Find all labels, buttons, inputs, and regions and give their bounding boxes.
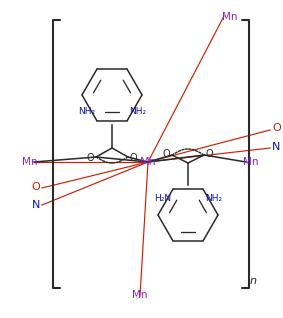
Text: O: O — [162, 149, 170, 159]
Text: N: N — [272, 142, 280, 152]
Text: O: O — [205, 149, 213, 159]
Text: Mn: Mn — [243, 157, 258, 167]
Text: O: O — [31, 182, 40, 192]
Text: NH₂: NH₂ — [129, 107, 146, 116]
Text: O: O — [86, 153, 94, 163]
Text: O: O — [129, 153, 137, 163]
Text: Mn: Mn — [140, 157, 156, 167]
Text: N: N — [32, 200, 40, 210]
Text: O: O — [272, 123, 281, 133]
Text: NH₂: NH₂ — [205, 194, 222, 203]
Text: Mn: Mn — [132, 290, 148, 300]
Text: n: n — [250, 276, 257, 286]
Text: Mn: Mn — [222, 12, 237, 22]
Text: Mn: Mn — [22, 157, 38, 167]
Text: NH₂: NH₂ — [78, 107, 95, 116]
Text: H₂N: H₂N — [154, 194, 171, 203]
